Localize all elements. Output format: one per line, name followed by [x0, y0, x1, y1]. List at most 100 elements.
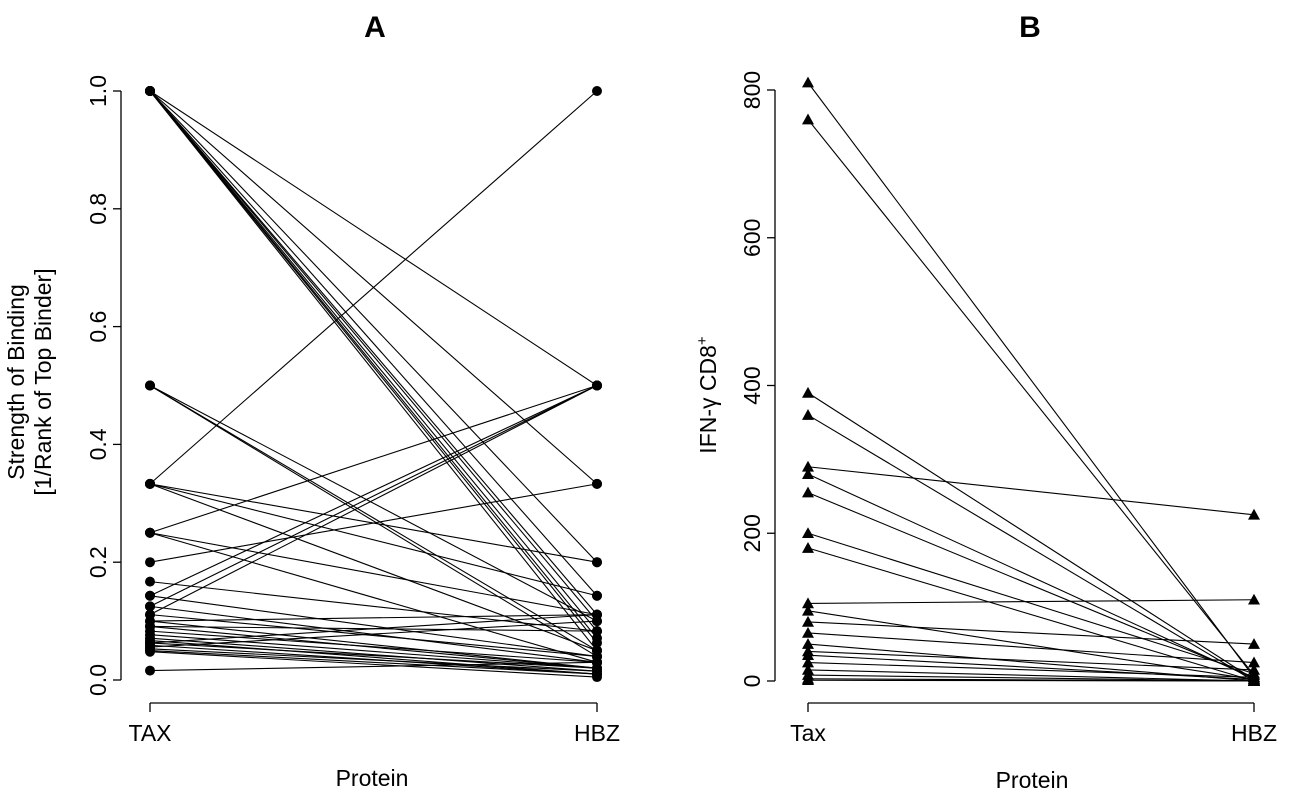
panel-a-y-axis: 0.0 0.2 0.4 0.6 0.8 1.0	[85, 75, 122, 696]
panel-a-pair-line	[149, 384, 598, 534]
panel-b-y-tick-label: 800	[739, 71, 765, 109]
panel-b-y-axis-label-superscript: +	[694, 336, 711, 345]
panel-a-pair-line	[149, 90, 598, 485]
panel-b-data-point	[802, 656, 814, 668]
panel-a-pair-line	[149, 385, 598, 607]
panel-a-pair-line	[149, 651, 598, 678]
panel-a-x-tick-label: TAX	[128, 720, 171, 746]
panel-a-pair-line	[149, 532, 598, 616]
panel-a-pair-line	[149, 90, 598, 597]
panel-b-data-point	[1248, 663, 1260, 675]
panel-b-pair-line	[807, 674, 1255, 682]
panel-a-data-point	[145, 601, 155, 612]
panel-a-pair-line	[149, 532, 598, 663]
panel-b-pair-line	[807, 414, 1255, 682]
panel-a-y-axis-label-line2: [1/Rank of Top Binder]	[30, 268, 56, 495]
panel-a-y-axis-label-line1: Strength of Binding	[3, 284, 29, 480]
panel-b-y-axis: 0 200 400 600 800	[739, 71, 776, 687]
panel-b-data-point	[802, 649, 814, 660]
panel-b-pair-line	[807, 610, 1255, 681]
panel-b-pair-line	[807, 392, 1255, 680]
panel-b-pair-line	[807, 532, 1255, 675]
panel-b-data-point	[802, 76, 814, 88]
panel-a-pair-line	[149, 650, 598, 675]
panel-a-data-point	[145, 590, 155, 601]
panel-b-data-point	[802, 468, 814, 479]
panel-a-data-point	[145, 86, 155, 96]
panel-a-data-point	[592, 380, 602, 391]
panel-a-pair-line	[149, 90, 598, 563]
panel-a-pair-line	[149, 614, 598, 622]
panel-a-pair-line	[149, 620, 598, 669]
panel-a-y-tick-label: 0.0	[85, 664, 111, 696]
panel-a-pair-line	[149, 483, 598, 597]
panel-b-pair-line	[807, 669, 1255, 682]
panel-a-pair-line	[149, 90, 598, 644]
panel-a-data-point	[145, 557, 155, 568]
panel-b-x-axis: Tax HBZ	[790, 702, 1277, 746]
panel-a-pair-line	[149, 581, 598, 632]
panel-a-pair-line	[149, 90, 598, 615]
panel-a-title: A	[364, 11, 386, 44]
panel-a-data-point	[145, 478, 155, 489]
panel-b-data-point	[802, 674, 814, 686]
panel-b-data-point	[802, 542, 814, 553]
panel-b-data-point	[802, 486, 814, 498]
panel-a-y-tick-label: 0.2	[85, 546, 111, 578]
panel-a-y-tick-label: 0.6	[85, 311, 111, 343]
panel-a-pair-line	[149, 625, 598, 669]
panel-b-pair-line	[807, 119, 1255, 676]
panel-a-pair-line	[149, 639, 598, 675]
panel-b-x-tick-label: HBZ	[1231, 720, 1277, 746]
panel-b-data-point	[802, 409, 814, 420]
panel-b-y-tick-label: 600	[739, 219, 765, 257]
panel-a-data-point	[592, 672, 602, 683]
panel-a-chart: A 0.0 0.2 0.4 0.6 0.8 1.0 TAX HBZ Protein Stre…	[3, 11, 620, 791]
panel-a-pair-line	[149, 630, 598, 663]
panel-a-data-point	[145, 527, 155, 538]
panel-a-data-point	[145, 380, 155, 391]
panel-b-data-point	[802, 460, 814, 472]
panel-a-pair-line	[149, 385, 598, 597]
panel-a-data-point	[145, 646, 155, 657]
panel-b-data-point	[1248, 638, 1260, 649]
panel-a-pair-line	[149, 90, 598, 386]
panel-a-x-axis: TAX HBZ	[128, 702, 620, 746]
panel-b-pair-line	[807, 621, 1255, 645]
panel-a-y-tick-label: 1.0	[85, 75, 111, 107]
panel-b-pair-line	[807, 661, 1255, 678]
panel-b-pair-line	[807, 632, 1255, 664]
panel-b-data-point	[802, 604, 814, 616]
panel-a-pair-line	[149, 385, 598, 652]
panel-b-y-axis-label: IFN-γ CD8+	[694, 336, 721, 454]
panel-b-chart: B 0 200 400 600 800 Tax HBZ Protein IFN-γ CD8…	[694, 11, 1277, 793]
panel-b-data-point	[802, 597, 814, 609]
panel-b-y-tick-label: 200	[739, 514, 765, 552]
panel-a-pair-line	[149, 385, 598, 657]
panel-a-data-point	[592, 557, 602, 568]
panel-a-pair-line	[149, 595, 598, 657]
panel-b-data-point	[1248, 593, 1260, 605]
panel-b-data-point	[802, 626, 814, 638]
panel-a-data-point	[145, 576, 155, 587]
panel-b-y-tick-label: 400	[739, 366, 765, 404]
panel-b-pair-line	[807, 82, 1255, 678]
panel-a-pair-line	[149, 634, 598, 669]
panel-b-x-tick-label: Tax	[790, 720, 826, 746]
panel-a-y-tick-label: 0.8	[85, 193, 111, 225]
panel-b-data-point	[802, 386, 814, 398]
panel-b-y-axis-label-text: IFN-γ CD8	[695, 345, 721, 454]
panel-b-series-lines	[807, 82, 1255, 682]
panel-b-pair-line	[807, 599, 1255, 604]
panel-b-pair-line	[807, 466, 1255, 516]
panel-a-pair-line	[149, 90, 598, 632]
panel-b-data-point	[802, 527, 814, 539]
panel-b-pair-line	[807, 547, 1255, 682]
panel-b-data-point	[802, 113, 814, 125]
panel-b-data-point	[1248, 508, 1260, 520]
panel-b-title: B	[1019, 11, 1041, 44]
panel-a-y-tick-label: 0.4	[85, 428, 111, 460]
panel-a-data-point	[592, 626, 602, 637]
panel-b-pair-line	[807, 473, 1255, 680]
